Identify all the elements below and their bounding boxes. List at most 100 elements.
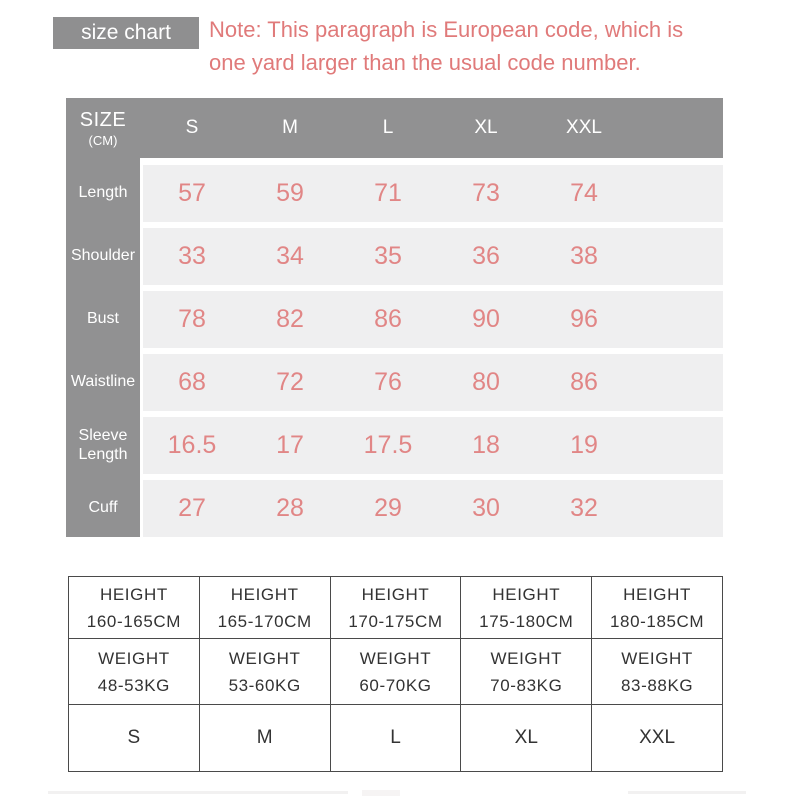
col-header-xxl: XXL xyxy=(566,117,602,138)
fit-cell-label: HEIGHT xyxy=(230,584,299,604)
table-row-length: Length 57 59 71 73 74 xyxy=(66,165,723,222)
size-value: 82 xyxy=(276,305,304,333)
fit-cell-value: 70-83KG xyxy=(490,675,563,695)
fit-cell-label: HEIGHT xyxy=(623,584,691,604)
fit-cell-value: 170-175CM xyxy=(348,611,443,631)
note-text: Note: This paragraph is European code, w… xyxy=(209,13,683,79)
size-value: 16.5 xyxy=(167,431,217,459)
row-label: Shoulder xyxy=(70,247,136,265)
table-row-bust: Bust 78 82 86 90 96 xyxy=(66,291,723,348)
row-values-band: 57 59 71 73 74 xyxy=(143,165,723,222)
size-value: 38 xyxy=(570,242,598,270)
row-values-band: 33 34 35 36 38 xyxy=(143,228,723,285)
fit-cell: HEIGHT 165-170CM xyxy=(198,576,331,639)
size-value: 18 xyxy=(472,431,500,459)
fit-cell-value: 180-185CM xyxy=(609,611,705,631)
size-value: 27 xyxy=(178,494,206,522)
cropped-content-hint xyxy=(48,791,348,794)
label-column-background xyxy=(66,98,140,537)
size-value: 72 xyxy=(276,368,304,396)
col-header-s: S xyxy=(185,117,199,138)
row-label: Bust xyxy=(86,310,119,328)
fit-cell-value: 175-180CM xyxy=(479,611,574,631)
fit-cell-value: 165-170CM xyxy=(217,611,312,631)
fit-cell-label: WEIGHT xyxy=(490,648,563,668)
fit-cell-label: WEIGHT xyxy=(98,648,170,668)
size-table-header: SIZE (CM) S M L XL XXL xyxy=(66,98,723,158)
size-table: SIZE (CM) S M L XL XXL Length 57 59 71 7… xyxy=(66,98,723,537)
row-label: Sleeve Length xyxy=(78,427,128,463)
fit-cell: HEIGHT 170-175CM xyxy=(329,576,462,639)
row-values-band: 16.5 17 17.5 18 19 xyxy=(143,417,723,474)
size-value: 80 xyxy=(472,368,500,396)
fit-cell: WEIGHT 48-53KG xyxy=(68,638,200,705)
size-value: 28 xyxy=(276,494,304,522)
weight-row: WEIGHT 48-53KG WEIGHT 53-60KG WEIGHT 60-… xyxy=(68,638,723,705)
fit-cell: WEIGHT 53-60KG xyxy=(198,638,331,705)
row-label: Length xyxy=(78,184,128,202)
fit-cell-size: XL xyxy=(460,704,593,772)
fit-cell-value: 60-70KG xyxy=(359,675,432,695)
table-row-cuff: Cuff 27 28 29 30 32 xyxy=(66,480,723,537)
fit-cell: WEIGHT 60-70KG xyxy=(329,638,462,705)
size-value: 68 xyxy=(178,368,206,396)
cropped-content-hint xyxy=(362,790,400,796)
fit-cell-value: 48-53KG xyxy=(97,675,171,695)
fit-cell: HEIGHT 180-185CM xyxy=(591,576,723,639)
fit-cell-value: 83-88KG xyxy=(620,675,694,695)
size-value: 57 xyxy=(178,179,206,207)
fit-cell: WEIGHT 83-88KG xyxy=(591,638,723,705)
fit-cell-label: WEIGHT xyxy=(359,648,432,668)
size-value: 96 xyxy=(570,305,598,333)
table-row-waistline: Waistline 68 72 76 80 86 xyxy=(66,354,723,411)
row-values-band: 27 28 29 30 32 xyxy=(143,480,723,537)
fit-cell-label: HEIGHT xyxy=(99,584,168,604)
size-value: 59 xyxy=(276,179,304,207)
size-table-body: Length 57 59 71 73 74 Shoulder 33 34 35 … xyxy=(66,165,723,537)
fit-cell-label: HEIGHT xyxy=(492,584,561,604)
size-value: 71 xyxy=(374,179,402,207)
size-value: 90 xyxy=(472,305,500,333)
size-value: 34 xyxy=(276,242,304,270)
size-value: 17 xyxy=(276,431,304,459)
fit-cell-label: WEIGHT xyxy=(228,648,301,668)
height-row: HEIGHT 160-165CM HEIGHT 165-170CM HEIGHT… xyxy=(68,576,723,639)
size-value: 32 xyxy=(570,494,598,522)
fit-cell-size: M xyxy=(198,704,331,772)
col-header-m: M xyxy=(282,117,298,138)
size-letter-row: S M L XL XXL xyxy=(68,704,723,772)
fit-cell-size: L xyxy=(329,704,462,772)
size-value: 86 xyxy=(570,368,598,396)
table-row-shoulder: Shoulder 33 34 35 36 38 xyxy=(66,228,723,285)
row-label: Waistline xyxy=(70,373,136,391)
fit-cell-value: 53-60KG xyxy=(228,675,301,695)
size-value: 36 xyxy=(472,242,500,270)
row-label: Cuff xyxy=(88,499,118,517)
height-weight-table: HEIGHT 160-165CM HEIGHT 165-170CM HEIGHT… xyxy=(68,576,723,772)
fit-cell-size: XXL xyxy=(591,704,723,772)
fit-cell-size: S xyxy=(68,704,200,772)
note-line-1: Note: This paragraph is European code, w… xyxy=(209,17,684,42)
size-value: 17.5 xyxy=(363,431,413,459)
row-values-band: 68 72 76 80 86 xyxy=(143,354,723,411)
size-unit-header-cell: SIZE (CM) xyxy=(66,98,140,158)
row-values-band: 78 82 86 90 96 xyxy=(143,291,723,348)
size-header-unit: (CM) xyxy=(88,132,118,148)
size-value: 86 xyxy=(374,305,402,333)
size-value: 29 xyxy=(374,494,402,522)
fit-cell-value: 160-165CM xyxy=(86,611,182,631)
table-row-sleeve-length: Sleeve Length 16.5 17 17.5 18 19 xyxy=(66,417,723,474)
size-value: 30 xyxy=(472,494,500,522)
fit-cell: WEIGHT 70-83KG xyxy=(460,638,593,705)
size-value: 33 xyxy=(178,242,206,270)
size-value: 73 xyxy=(472,179,500,207)
size-value: 35 xyxy=(374,242,402,270)
size-value: 78 xyxy=(178,305,206,333)
size-chart-badge: size chart xyxy=(53,17,199,49)
cropped-content-hint xyxy=(628,791,746,794)
fit-cell: HEIGHT 175-180CM xyxy=(460,576,593,639)
size-value: 76 xyxy=(374,368,402,396)
fit-cell-label: HEIGHT xyxy=(361,584,430,604)
col-header-xl: XL xyxy=(474,117,498,138)
